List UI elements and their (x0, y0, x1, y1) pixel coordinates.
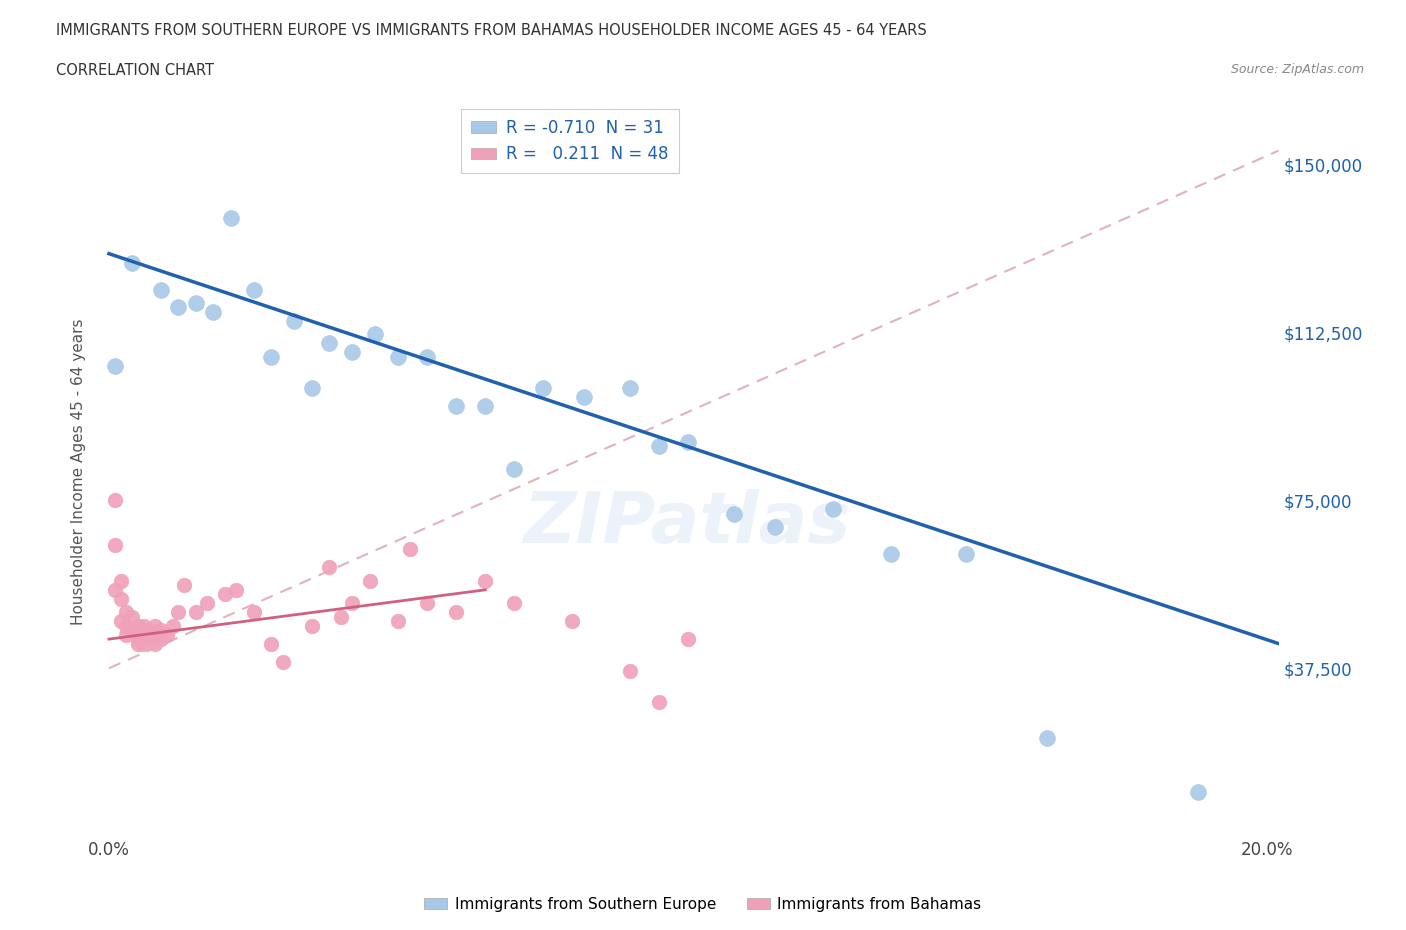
Point (503, 596, 526, 611)
Point (173, 578, 195, 592)
Point (283, 313, 305, 328)
Point (242, 604, 264, 619)
Point (121, 609, 143, 624)
Point (162, 618, 184, 633)
Text: ZIPatlas: ZIPatlas (524, 488, 852, 558)
Point (132, 618, 155, 633)
Point (340, 596, 363, 611)
Point (138, 623, 160, 638)
Point (364, 327, 387, 342)
Point (121, 623, 143, 638)
Point (955, 547, 977, 562)
Text: CORRELATION CHART: CORRELATION CHART (56, 63, 214, 78)
Point (110, 614, 132, 629)
Point (104, 358, 127, 373)
Point (446, 399, 468, 414)
Point (167, 300, 190, 315)
Point (104, 538, 127, 552)
Point (156, 627, 179, 642)
Point (416, 596, 439, 611)
Point (260, 636, 283, 651)
Point (318, 560, 340, 575)
Point (184, 604, 207, 619)
Point (676, 631, 699, 646)
Point (115, 618, 138, 633)
Point (110, 574, 132, 589)
Point (127, 618, 149, 633)
Point (446, 604, 468, 619)
Point (219, 210, 242, 225)
Point (648, 695, 671, 710)
Point (359, 574, 381, 589)
Point (648, 439, 671, 454)
Point (127, 636, 149, 651)
Point (104, 493, 127, 508)
Point (329, 609, 352, 624)
Legend: Immigrants from Southern Europe, Immigrants from Bahamas: Immigrants from Southern Europe, Immigra… (419, 891, 987, 918)
Point (260, 350, 283, 365)
Y-axis label: Householder Income Ages 45 - 64 years: Householder Income Ages 45 - 64 years (72, 319, 86, 625)
Point (184, 296, 207, 311)
Point (143, 618, 166, 633)
Point (195, 596, 218, 611)
Point (572, 390, 595, 405)
Point (127, 631, 149, 646)
Point (150, 631, 173, 646)
Point (301, 380, 323, 395)
Point (121, 255, 143, 270)
Point (387, 614, 409, 629)
Point (138, 631, 160, 646)
Point (821, 501, 844, 516)
Point (763, 520, 786, 535)
Point (214, 587, 236, 602)
Point (104, 582, 127, 597)
Point (110, 591, 132, 606)
Point (474, 399, 496, 414)
Point (399, 542, 422, 557)
Point (202, 304, 225, 319)
Point (340, 345, 363, 360)
Point (242, 282, 264, 297)
Point (619, 380, 641, 395)
Text: IMMIGRANTS FROM SOUTHERN EUROPE VS IMMIGRANTS FROM BAHAMAS HOUSEHOLDER INCOME AG: IMMIGRANTS FROM SOUTHERN EUROPE VS IMMIG… (56, 23, 927, 38)
Point (619, 663, 641, 678)
Point (531, 380, 554, 395)
Point (318, 336, 340, 351)
Point (132, 636, 155, 651)
Point (271, 654, 294, 669)
Point (387, 350, 409, 365)
Point (879, 547, 901, 562)
Point (167, 604, 190, 619)
Text: Source: ZipAtlas.com: Source: ZipAtlas.com (1230, 63, 1364, 76)
Point (1187, 784, 1209, 799)
Point (561, 614, 583, 629)
Point (150, 623, 173, 638)
Point (676, 434, 699, 449)
Point (723, 506, 745, 521)
Point (474, 574, 496, 589)
Point (416, 350, 439, 365)
Point (1036, 730, 1059, 745)
Point (225, 582, 247, 597)
Point (301, 618, 323, 633)
Point (143, 636, 166, 651)
Legend: R = -0.710  N = 31, R =   0.211  N = 48: R = -0.710 N = 31, R = 0.211 N = 48 (461, 109, 679, 173)
Point (115, 604, 138, 619)
Point (150, 282, 173, 297)
Point (503, 461, 526, 476)
Point (115, 627, 138, 642)
